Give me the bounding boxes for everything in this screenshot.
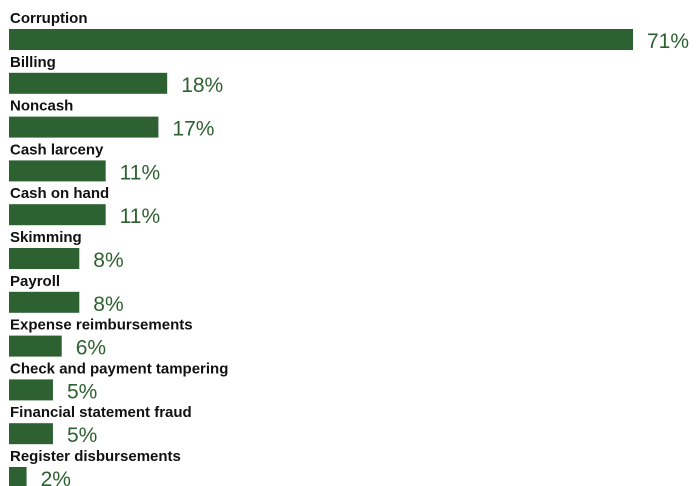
- value-label: 6%: [76, 337, 106, 360]
- bar: [9, 379, 53, 401]
- value-label: 2%: [41, 468, 71, 486]
- bar: [9, 160, 106, 182]
- bar: [9, 72, 168, 94]
- bar: [9, 29, 633, 50]
- bar: [9, 248, 80, 269]
- category-label: Check and payment tampering: [10, 360, 228, 377]
- value-label: 5%: [67, 424, 97, 447]
- category-label: Payroll: [10, 273, 60, 290]
- value-label: 11%: [120, 161, 160, 184]
- bar: [9, 467, 27, 486]
- value-label: 8%: [93, 293, 123, 316]
- category-label: Cash larceny: [10, 141, 104, 158]
- category-label: Cash on hand: [10, 185, 109, 202]
- value-label: 8%: [93, 249, 123, 272]
- value-label: 71%: [647, 30, 689, 53]
- bar: [9, 116, 159, 138]
- category-label: Register disbursements: [10, 448, 181, 465]
- category-label: Billing: [10, 54, 56, 71]
- category-label: Noncash: [10, 98, 73, 115]
- bar: [9, 291, 80, 313]
- bar: [9, 335, 62, 357]
- category-label: Financial statement fraud: [10, 404, 192, 421]
- category-label: Expense reimbursements: [10, 317, 193, 334]
- value-label: 17%: [172, 118, 214, 141]
- value-label: 11%: [120, 205, 160, 228]
- bar: [9, 423, 53, 445]
- category-label: Corruption: [10, 10, 87, 27]
- category-label: Skimming: [10, 229, 82, 246]
- bar: [9, 204, 106, 226]
- bars-layer: Corruption 71% Billing 18% Noncash 17% Cash la…: [9, 10, 689, 486]
- value-label: 5%: [67, 380, 97, 403]
- value-label: 18%: [181, 74, 223, 97]
